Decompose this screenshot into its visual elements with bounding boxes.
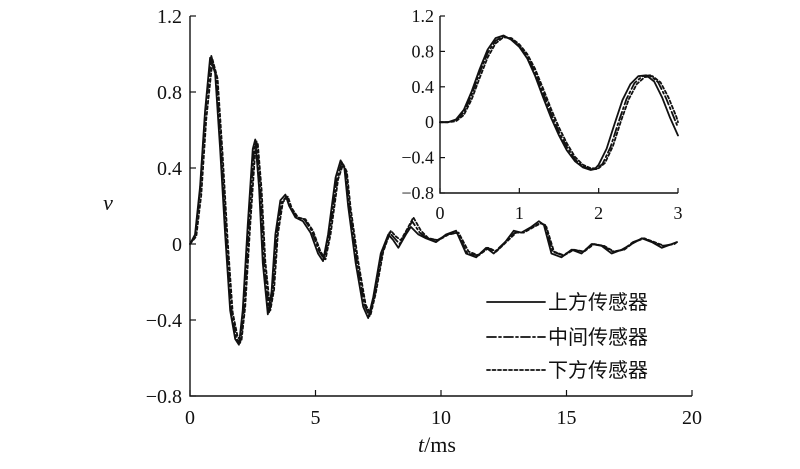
main-plot: 0 5 10 15 20 −0.8−0.400.40.81.2 v t/ms xyxy=(103,6,702,457)
y-tick-label: −0.4 xyxy=(401,148,434,168)
legend-label: 下方传感器 xyxy=(548,359,648,382)
x-axis-label: t/ms xyxy=(418,432,456,457)
y-tick-label: 1.2 xyxy=(412,6,435,26)
x-tick-label: 0 xyxy=(436,203,445,223)
legend-item: 上方传感器 xyxy=(486,291,648,314)
main-y-ticks: −0.8 −0.4 0 0.4 0.8 1.2 xyxy=(146,6,196,408)
y-axis-label: v xyxy=(103,190,113,215)
inset-y-ticks: −0.8 −0.4 0 0.4 0.8 1.2 xyxy=(401,6,445,203)
series-line-dotted xyxy=(189,58,678,342)
main-x-ticks: 0 5 10 15 20 xyxy=(185,390,702,429)
inset-plot: 0 1 2 3 −0.8 −0.4 0 0.4 0.8 1.2 xyxy=(401,6,682,223)
legend-item: 下方传感器 xyxy=(486,359,648,382)
inset-series-group xyxy=(439,34,679,171)
y-tick-label: −0.8 xyxy=(401,183,434,203)
series-line-dotted xyxy=(439,36,679,170)
legend-item: 中间传感器 xyxy=(486,326,648,349)
inset-x-ticks: 0 1 2 3 xyxy=(436,188,683,223)
y-tick-label: 1.2 xyxy=(157,6,182,28)
x-axis-label-unit: /ms xyxy=(424,432,456,457)
y-tick-label: −0.4 xyxy=(146,310,182,332)
x-tick-label: 3 xyxy=(674,203,683,223)
x-tick-label: 2 xyxy=(594,203,603,223)
inset-background xyxy=(440,14,678,194)
x-tick-label: 10 xyxy=(431,407,451,429)
y-tick-label: 0.4 xyxy=(412,77,435,97)
y-tick-label: 0.4 xyxy=(157,158,182,180)
y-tick-label: 0.8 xyxy=(412,41,435,61)
legend-label: 中间传感器 xyxy=(548,326,648,349)
x-tick-label: 20 xyxy=(682,407,702,429)
y-tick-label: 0 xyxy=(172,234,182,256)
y-tick-label: 0 xyxy=(425,112,434,132)
y-tick-label: −0.8 xyxy=(146,386,182,408)
x-tick-label: 0 xyxy=(185,407,195,429)
x-tick-label: 15 xyxy=(557,407,577,429)
series-line-dashdot xyxy=(439,35,679,170)
y-tick-label: 0.8 xyxy=(157,82,182,104)
x-axis-label-symbol: t xyxy=(418,432,425,457)
legend-label: 上方传感器 xyxy=(548,291,648,314)
series-line-solid xyxy=(439,34,679,171)
legend: 上方传感器 中间传感器 下方传感器 xyxy=(486,291,648,382)
main-series-group xyxy=(189,55,678,346)
x-tick-label: 5 xyxy=(311,407,321,429)
x-tick-label: 1 xyxy=(515,203,524,223)
